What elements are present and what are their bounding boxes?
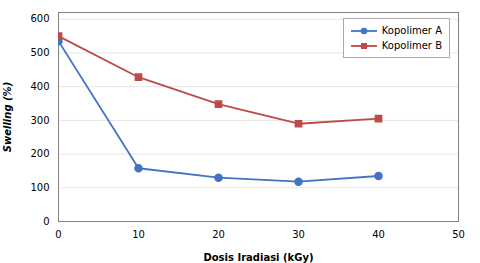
svg-text:300: 300: [30, 115, 49, 126]
svg-text:0: 0: [43, 216, 49, 227]
html-text:Kopolimer B: Kopolimer B: [381, 40, 442, 51]
html-text:Kopolimer A: Kopolimer A: [381, 25, 442, 36]
svg-text:500: 500: [30, 47, 49, 58]
svg-text:10: 10: [132, 229, 145, 240]
svg-text:100: 100: [30, 182, 49, 193]
svg-text:400: 400: [30, 81, 49, 92]
svg-text:50: 50: [452, 229, 465, 240]
svg-text:40: 40: [372, 229, 385, 240]
svg-text:30: 30: [292, 229, 305, 240]
svg-text:Swelling (%): Swelling (%): [2, 82, 13, 152]
svg-text:0: 0: [55, 229, 61, 240]
svg-text:600: 600: [30, 13, 49, 24]
svg-text:Dosis Iradiasi (kGy): Dosis Iradiasi (kGy): [203, 252, 313, 263]
svg-text:200: 200: [30, 148, 49, 159]
svg-text:20: 20: [212, 229, 225, 240]
